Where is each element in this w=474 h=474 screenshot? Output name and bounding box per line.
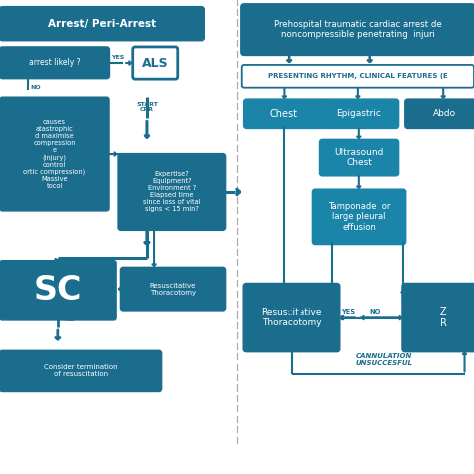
Text: Resuscitative
Thoracotomy: Resuscitative Thoracotomy [150, 283, 196, 296]
Text: START
CPR: START CPR [136, 101, 158, 112]
FancyBboxPatch shape [312, 189, 406, 245]
Text: Expertise?
Equipment?
Environment ?
Elapsed time
since loss of vital
signs < 15 : Expertise? Equipment? Environment ? Elap… [143, 172, 201, 212]
Text: NO: NO [31, 85, 41, 90]
FancyBboxPatch shape [0, 7, 204, 41]
Text: ALS: ALS [142, 56, 169, 70]
Text: Z
R: Z R [440, 307, 447, 328]
FancyBboxPatch shape [0, 350, 162, 392]
Text: NO: NO [370, 309, 381, 315]
Text: arrest likely ?: arrest likely ? [29, 58, 80, 67]
FancyBboxPatch shape [0, 97, 109, 211]
Text: Epigastric: Epigastric [337, 109, 382, 118]
Text: Chest: Chest [269, 109, 297, 119]
FancyBboxPatch shape [118, 154, 226, 230]
Text: Ultrasound
Chest: Ultrasound Chest [334, 148, 384, 167]
Text: Prehospital traumatic cardiac arrest de
noncompressible penetrating  injuri: Prehospital traumatic cardiac arrest de … [274, 20, 442, 39]
Text: YES: YES [341, 309, 356, 315]
Text: YES: YES [111, 55, 125, 60]
FancyBboxPatch shape [319, 139, 399, 176]
Text: PRESENTING RHYTHM, CLINICAL FEATURES (E: PRESENTING RHYTHM, CLINICAL FEATURES (E [268, 73, 448, 79]
Text: NO: NO [64, 318, 74, 322]
FancyBboxPatch shape [242, 65, 474, 88]
Text: SC: SC [34, 274, 82, 307]
FancyBboxPatch shape [243, 283, 340, 352]
FancyBboxPatch shape [244, 99, 323, 128]
Text: Consider termination
of resuscitation: Consider termination of resuscitation [44, 365, 118, 377]
Text: Resuscitative
Thoracotomy: Resuscitative Thoracotomy [261, 308, 322, 327]
Text: Abdo: Abdo [433, 109, 456, 118]
FancyBboxPatch shape [319, 99, 399, 128]
Text: causes
atastrophic
d maximise
compression
e
(injury)
control
ortic compression)
: causes atastrophic d maximise compressio… [23, 119, 86, 189]
Text: Arrest/ Peri-Arrest: Arrest/ Peri-Arrest [48, 18, 156, 29]
FancyBboxPatch shape [133, 47, 178, 79]
FancyBboxPatch shape [0, 261, 116, 320]
FancyBboxPatch shape [402, 283, 474, 352]
FancyBboxPatch shape [120, 267, 226, 311]
Text: CANNULATION
UNSUCCESFUL: CANNULATION UNSUCCESFUL [356, 353, 412, 366]
FancyBboxPatch shape [241, 4, 474, 55]
Text: Tamponade  or
large pleural
effusion: Tamponade or large pleural effusion [328, 202, 390, 232]
FancyBboxPatch shape [405, 99, 474, 128]
FancyBboxPatch shape [0, 47, 109, 79]
